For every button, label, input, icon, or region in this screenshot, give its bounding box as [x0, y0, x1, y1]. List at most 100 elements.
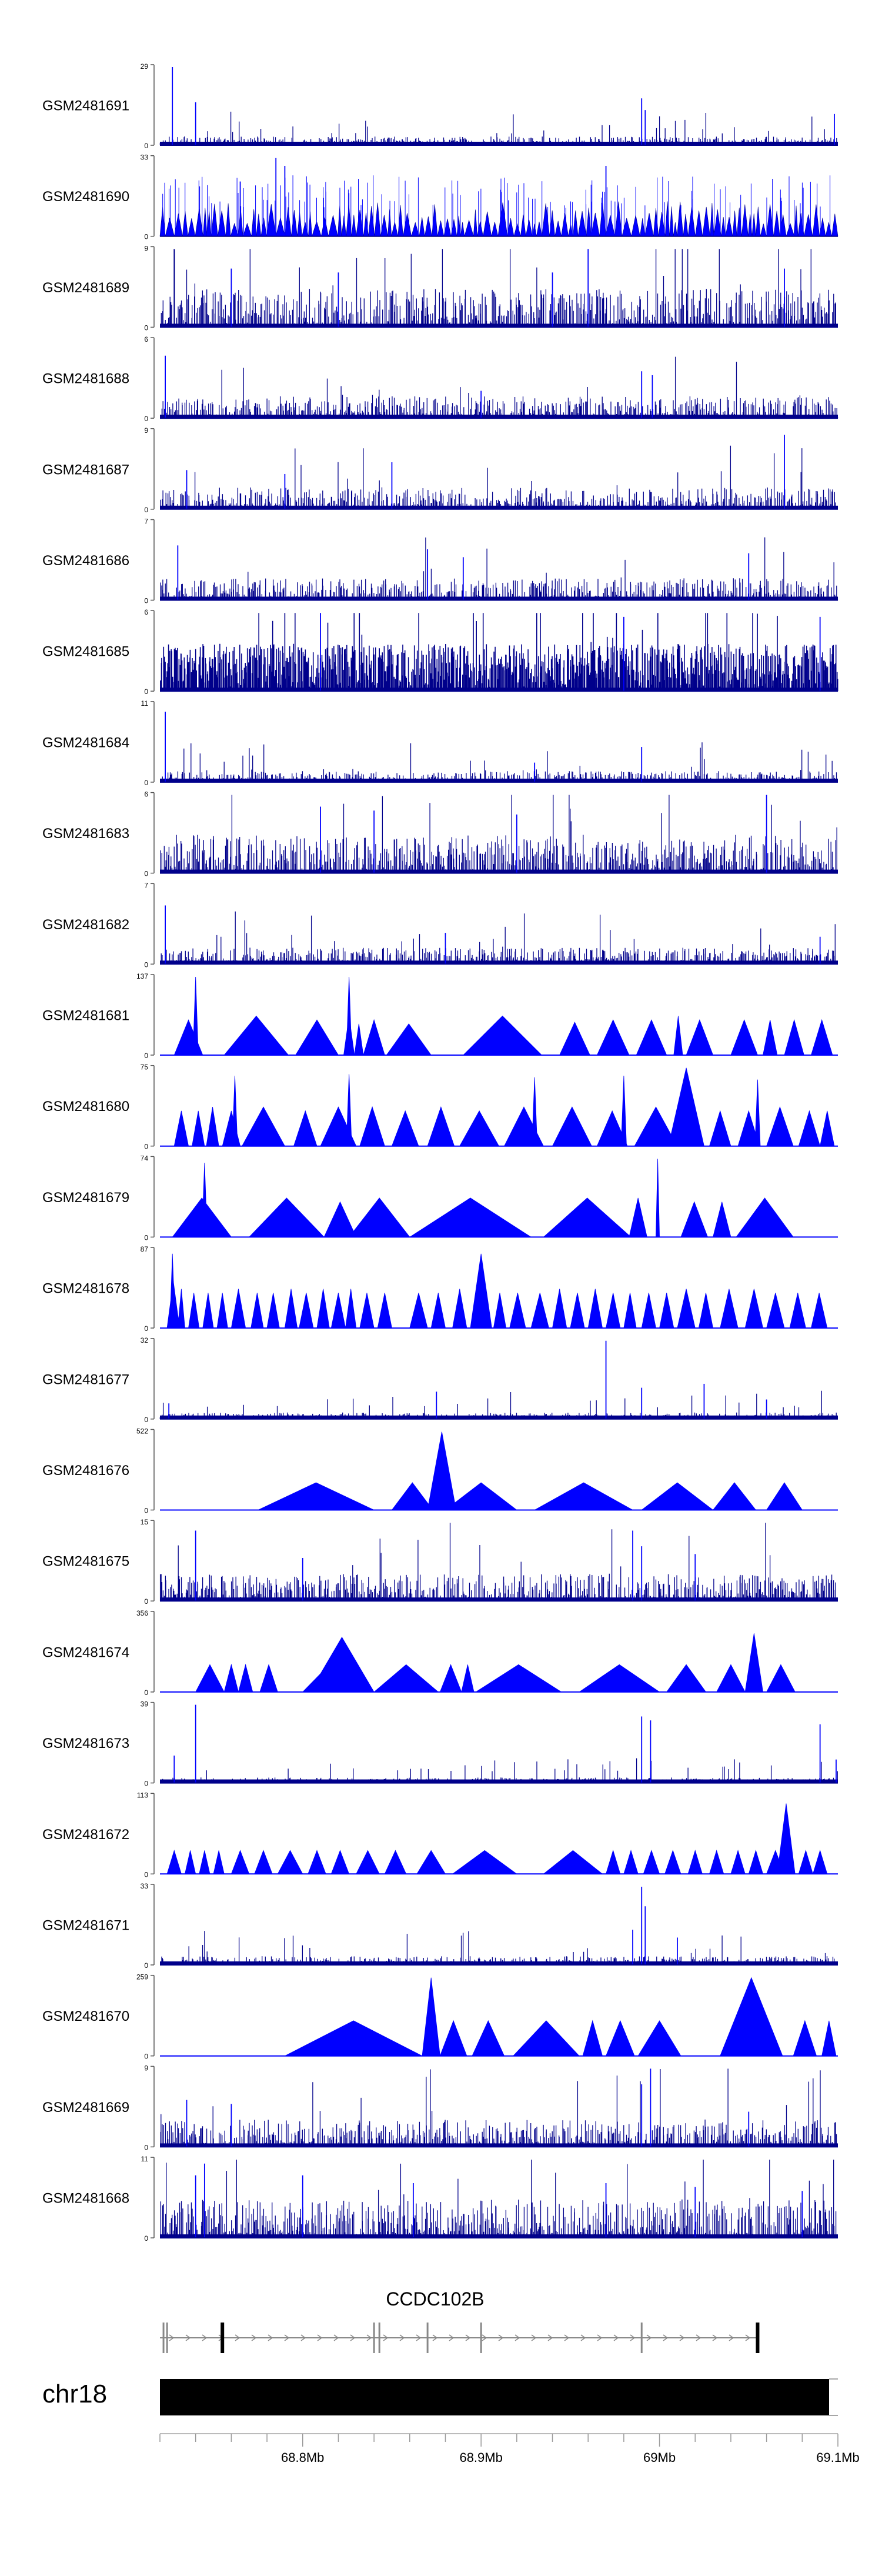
strand-arrow — [613, 2334, 619, 2341]
signal-peak — [641, 1482, 714, 1510]
signal-peak — [620, 1075, 627, 1147]
signal-peak — [798, 1110, 821, 1147]
signal-peak — [354, 1023, 364, 1056]
y-min-label: 0 — [144, 1689, 148, 1697]
signal-peak — [330, 1293, 346, 1329]
signal-peak — [213, 1850, 225, 1874]
signal-peak — [659, 1293, 674, 1329]
signal-peak — [199, 1850, 211, 1874]
signal-peak — [346, 1074, 352, 1147]
exon — [166, 2323, 168, 2353]
signal-floor — [160, 505, 838, 509]
strand-arrow — [482, 2334, 487, 2341]
track-GSM2481676: GSM2481676 522 0 — [42, 1427, 838, 1515]
strand-arrow — [465, 2334, 471, 2341]
strand-arrow — [366, 2334, 372, 2341]
signal-peak — [784, 1019, 804, 1056]
gene-label: CCDC102B — [386, 2288, 484, 2310]
signal-peak — [416, 1850, 446, 1874]
y-max-label: 11 — [141, 2155, 149, 2163]
track-label: GSM2481681 — [42, 1008, 129, 1024]
y-min-label: 0 — [144, 1143, 148, 1151]
signal-floor — [160, 1415, 838, 1419]
signal-peak — [493, 1293, 507, 1329]
signal-peak — [184, 1850, 196, 1874]
strand-arrow — [696, 2334, 701, 2341]
track-GSM2481674: GSM2481674 356 0 — [42, 1609, 838, 1697]
signal-peak — [744, 1633, 764, 1693]
track-GSM2481686: GSM2481686 7 0 — [42, 518, 838, 605]
chromosome-ideogram: chr18 — [42, 2378, 838, 2416]
signal-peak — [241, 1106, 286, 1147]
track-GSM2481687: GSM2481687 9 0 — [42, 426, 838, 514]
signal-bars — [159, 1390, 838, 1419]
signal-peak — [533, 1482, 634, 1510]
signal-peak — [570, 1293, 585, 1329]
track-GSM2481690: GSM2481690 33 0 — [42, 154, 838, 241]
signal-peak — [530, 1293, 549, 1329]
signal-peak — [820, 1110, 835, 1147]
y-min-label: 0 — [144, 1870, 148, 1878]
signal-peak — [606, 1850, 621, 1874]
strand-arrow — [432, 2334, 438, 2341]
signal-peak — [552, 1106, 592, 1147]
signal-peak — [789, 1293, 806, 1329]
signal-bars — [160, 613, 838, 692]
signal-peak — [238, 1663, 253, 1693]
signal-peak — [687, 1850, 703, 1874]
track-label: GSM2481679 — [42, 1190, 129, 1206]
track-label: GSM2481683 — [42, 826, 129, 842]
strand-arrow — [564, 2334, 570, 2341]
strand-arrow — [729, 2334, 734, 2341]
signal-peak — [798, 1850, 814, 1874]
track-label: GSM2481689 — [42, 280, 129, 296]
track-GSM2481671: GSM2481671 33 0 — [42, 1882, 838, 1970]
signal-floor — [160, 2143, 838, 2147]
signal-peak — [643, 1850, 660, 1874]
strand-arrow — [630, 2334, 636, 2341]
signal-bars — [159, 1523, 838, 1601]
signal-peak — [461, 1664, 475, 1693]
y-min-label: 0 — [144, 1507, 148, 1515]
y-min-label: 0 — [144, 1416, 148, 1424]
signal-peak — [509, 1293, 526, 1329]
strand-arrow — [416, 2334, 422, 2341]
signal-peak — [173, 1110, 189, 1147]
signal-peak — [656, 1159, 660, 1237]
signal-peak — [250, 1293, 264, 1329]
signal-peak — [192, 976, 199, 1056]
track-label: GSM2481671 — [42, 1918, 129, 1934]
signal-floor — [160, 596, 838, 600]
exon — [480, 2323, 482, 2353]
y-min-label: 0 — [144, 779, 148, 787]
chromosome-label: chr18 — [42, 2380, 107, 2408]
signal-peak — [377, 1293, 392, 1329]
signal-peak — [177, 1289, 185, 1329]
signal-peak — [363, 1019, 385, 1056]
gene-track: CCDC102B — [160, 2288, 760, 2353]
strand-arrow — [745, 2334, 751, 2341]
signal-floor — [160, 323, 838, 328]
signal-peak — [730, 1019, 759, 1056]
chromosome-bar — [160, 2379, 829, 2415]
signal-floor — [160, 1597, 838, 1601]
signal-peak — [664, 1850, 681, 1874]
track-label: GSM2481687 — [42, 462, 129, 478]
signal-peak — [195, 1664, 225, 1693]
signal-peak — [641, 1293, 656, 1329]
strand-arrow — [333, 2334, 339, 2341]
signal-peak — [686, 1019, 714, 1056]
strand-arrow — [399, 2334, 405, 2341]
track-label: GSM2481676 — [42, 1463, 129, 1479]
signal-peak — [452, 1850, 518, 1874]
y-max-label: 113 — [137, 1791, 148, 1799]
signal-peak — [712, 1482, 757, 1510]
signal-peak — [230, 1850, 250, 1874]
signal-peak — [216, 1293, 228, 1329]
strand-arrow — [498, 2334, 504, 2341]
signal-floor — [160, 960, 838, 965]
y-max-label: 15 — [141, 1518, 149, 1526]
signal-peak — [716, 1664, 746, 1693]
signal-peak — [637, 2020, 681, 2057]
signal-bars — [159, 111, 838, 145]
